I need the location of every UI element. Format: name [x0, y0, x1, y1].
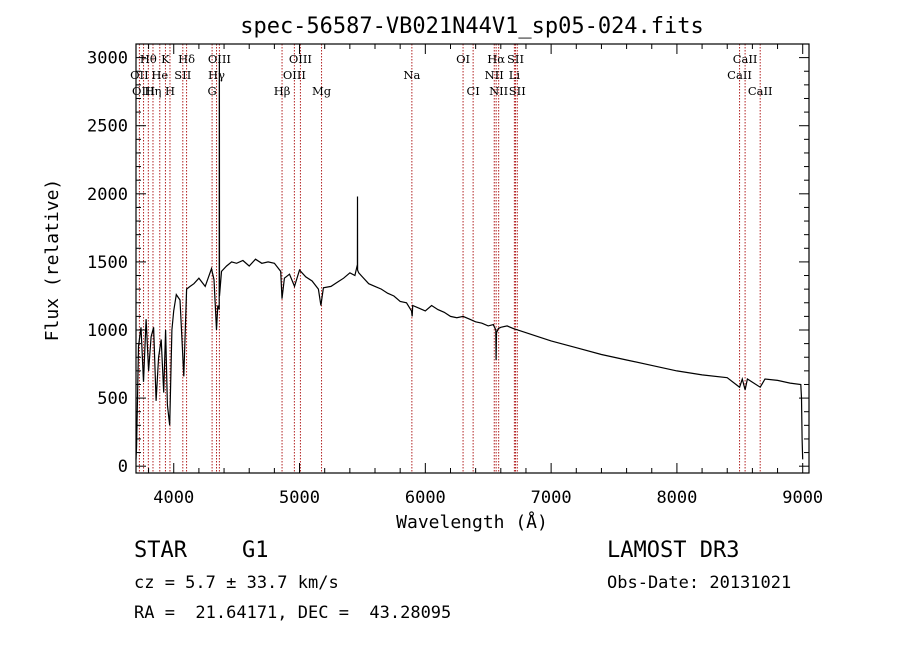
spectral-line-label: CI: [466, 84, 479, 98]
spectral-line-label: He: [151, 68, 168, 82]
y-axis-label: Flux (relative): [42, 179, 63, 342]
ra-dec: RA = 21.64171, DEC = 43.28095: [134, 603, 452, 623]
spectral-line-label: OIII: [289, 52, 312, 66]
spectral-line-label: OIII: [132, 84, 155, 98]
spectral-line-label: CaII: [733, 52, 758, 66]
spectral-line-label: SII: [507, 52, 524, 66]
spectral-line-label: Hα: [487, 52, 505, 66]
spectral-line-label: Hγ: [208, 68, 225, 82]
spectral-line-label: Hθ: [140, 52, 157, 66]
spectral-line-label: Hβ: [274, 84, 291, 98]
spectral-line-label: G: [208, 84, 217, 98]
spectral-line-label: H: [165, 84, 175, 98]
x-tick-label: 4000: [153, 488, 194, 508]
spectrum-series-line: [135, 57, 804, 460]
spectral-line-label: Na: [403, 68, 420, 82]
object-class: STAR: [134, 538, 187, 563]
y-tick-label: 500: [97, 389, 128, 409]
spectral-line-label: NII: [485, 68, 504, 82]
spectral-line-label: OIII: [283, 68, 306, 82]
spectral-lines-layer: [138, 44, 761, 473]
spectral-line-label: NII: [489, 84, 508, 98]
x-tick-label: 5000: [279, 488, 320, 508]
x-tick-label: 6000: [405, 488, 446, 508]
spectral-line-label: Hη: [145, 84, 162, 98]
spectral-line-label: SII: [509, 84, 526, 98]
axis-ticks: 4000 5000 6000 7000 8000 9000 0 500 1000 1500 2000…: [87, 44, 823, 508]
y-tick-label: 1500: [87, 253, 128, 273]
chart-title: spec-56587-VB021N44V1_sp05-024.fits: [240, 14, 704, 39]
spectral-line-label: Mg: [312, 84, 332, 98]
x-tick-label: 8000: [656, 488, 697, 508]
spectral-line-label: OI: [456, 52, 470, 66]
y-tick-label: 2500: [87, 117, 128, 137]
plot-frame: [135, 43, 810, 474]
spectral-line-label: SII: [174, 68, 191, 82]
obs-date: Obs-Date: 20131021: [607, 573, 792, 593]
y-tick-label: 1000: [87, 321, 128, 341]
spectral-line-label: OII: [130, 68, 149, 82]
x-tick-label: 7000: [531, 488, 572, 508]
spectral-line-label: CaII: [748, 84, 773, 98]
spectral-line-label: Hδ: [178, 52, 195, 66]
x-axis-label: Wavelength (Å): [396, 511, 548, 533]
survey-name: LAMOST DR3: [607, 538, 740, 563]
y-tick-label: 2000: [87, 185, 128, 205]
spectral-line-label: Li: [509, 68, 521, 82]
y-tick-label: 0: [118, 457, 128, 477]
y-tick-label: 3000: [87, 49, 128, 69]
spectral-line-label: K: [161, 52, 170, 66]
redshift-cz: cz = 5.7 ± 33.7 km/s: [134, 573, 339, 593]
object-subclass: G1: [242, 538, 269, 563]
spectral-line-label: CaII: [727, 68, 752, 82]
x-tick-label: 9000: [782, 488, 823, 508]
